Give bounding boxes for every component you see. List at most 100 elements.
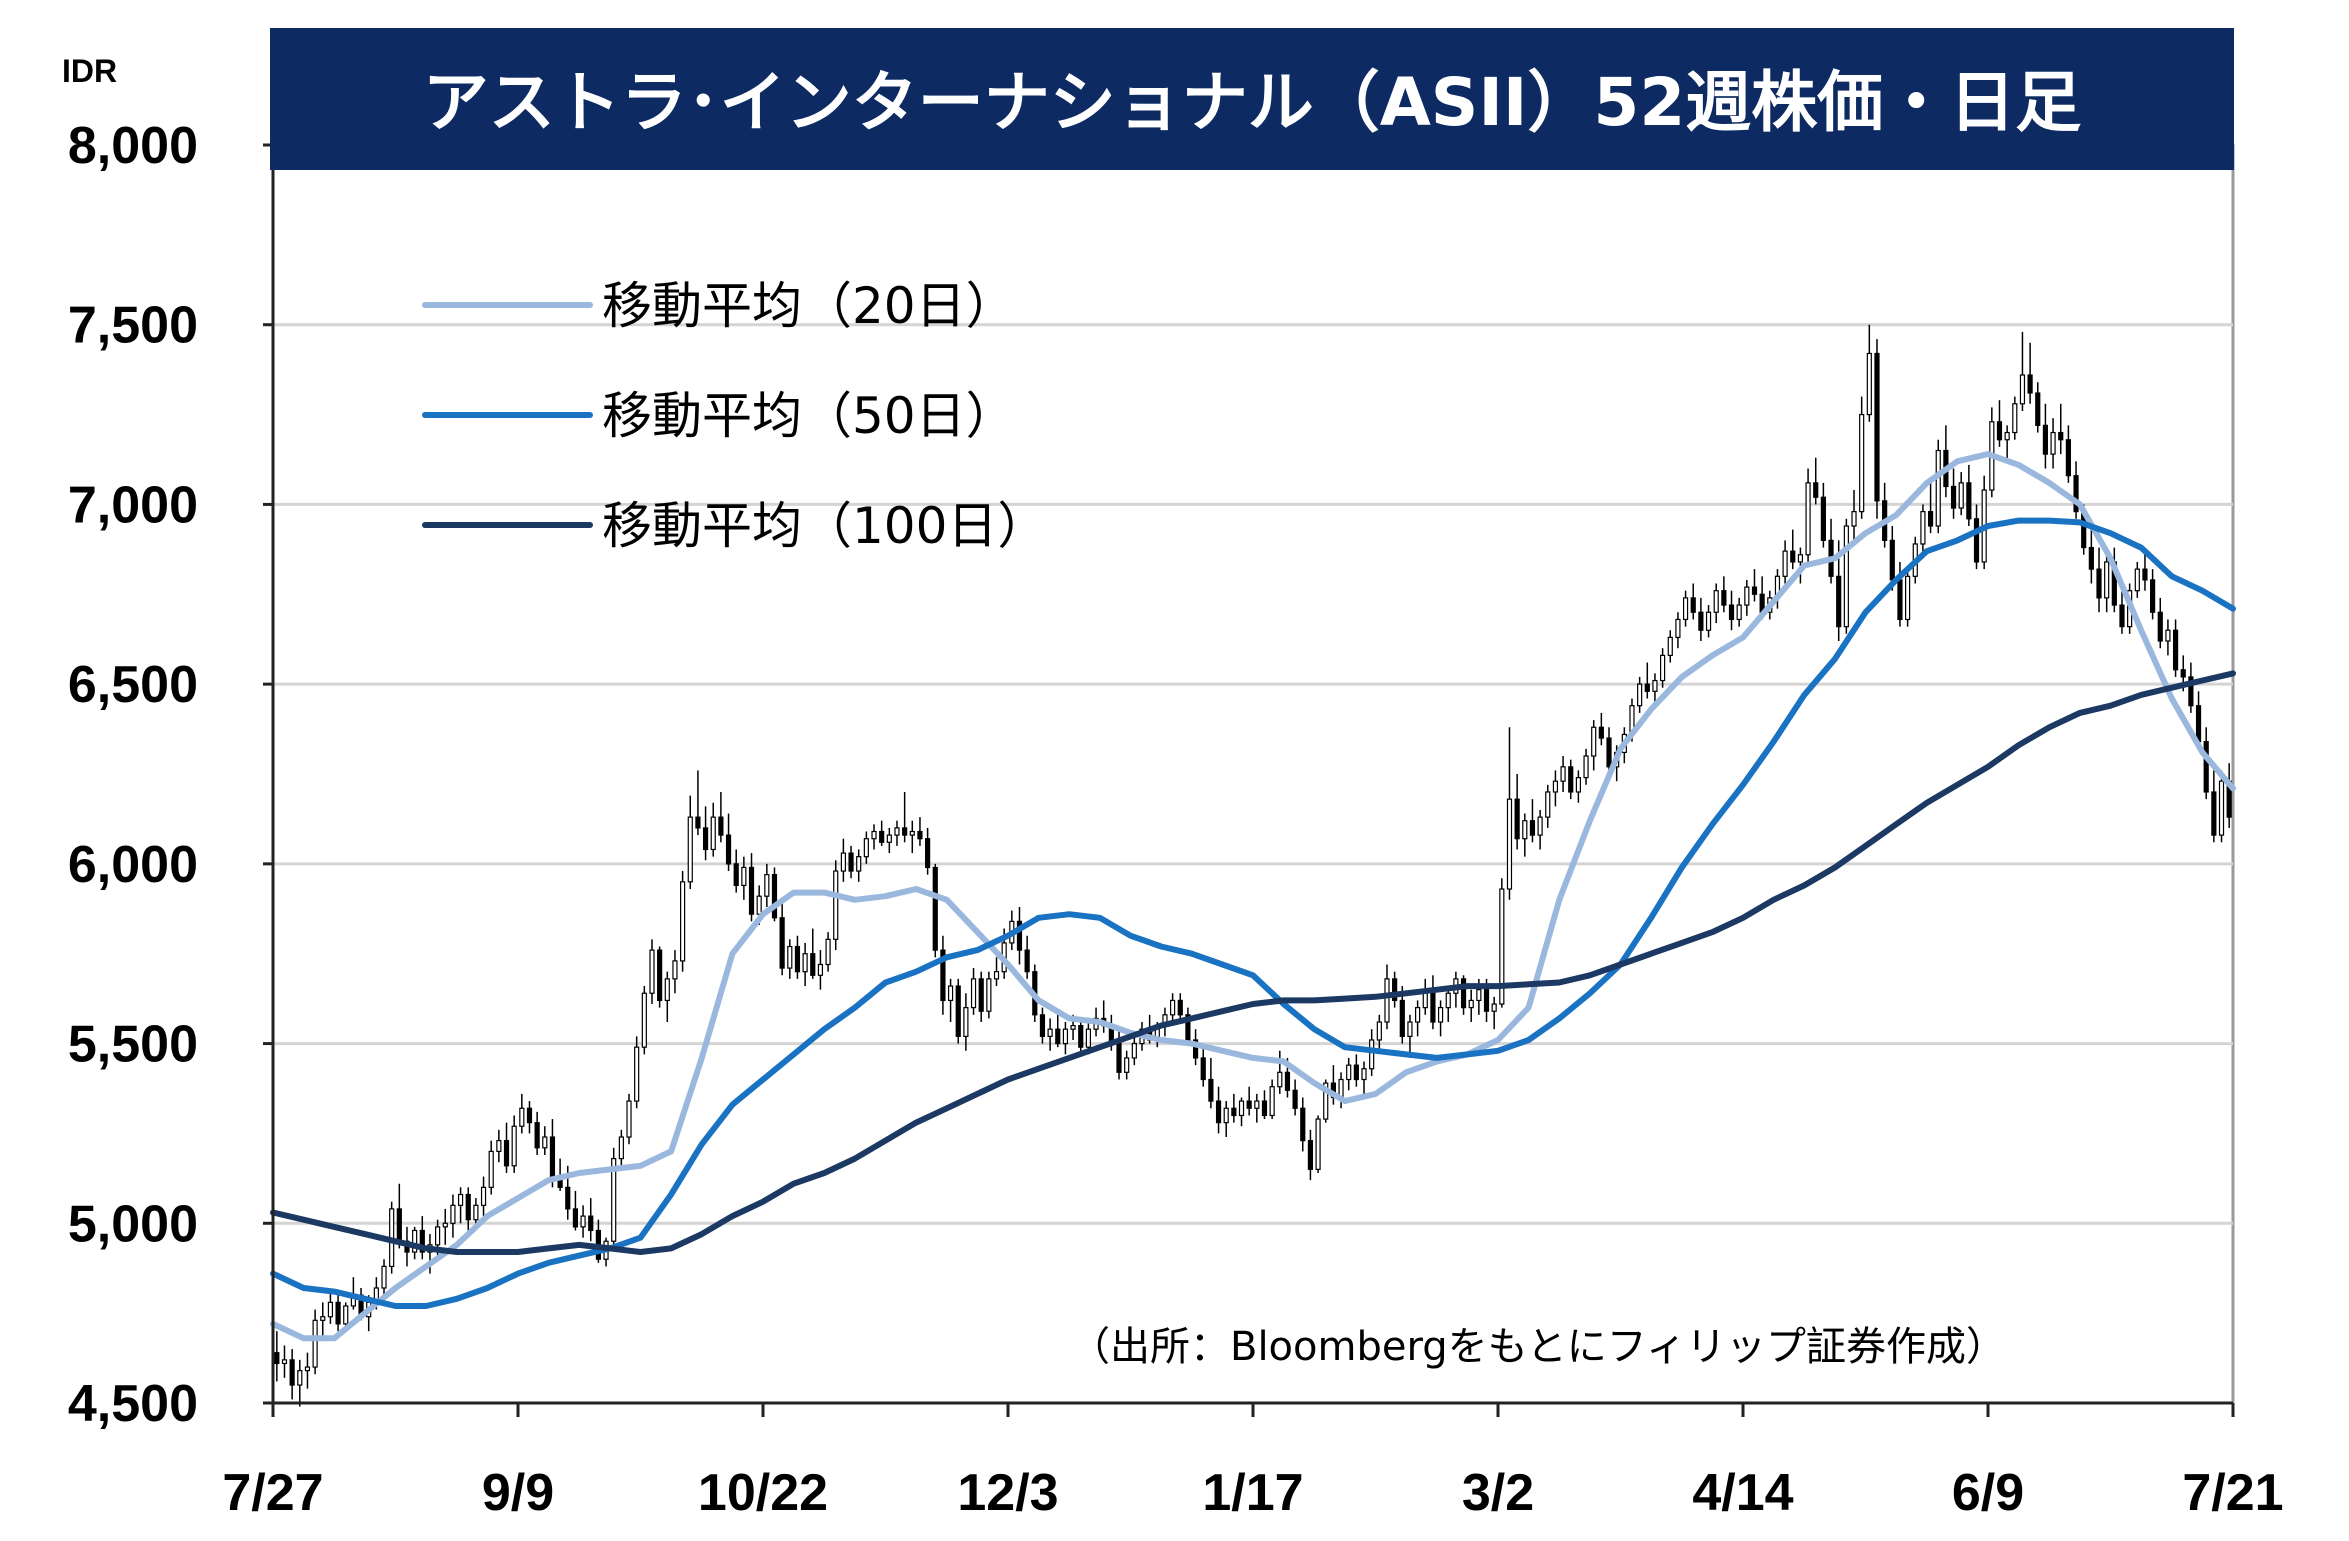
y-tick-label: 6,000 bbox=[68, 836, 198, 894]
candle-down bbox=[289, 1359, 295, 1386]
x-tick-label: 4/14 bbox=[1692, 1464, 1793, 1522]
candle-up bbox=[312, 1319, 318, 1368]
candle-down bbox=[565, 1186, 571, 1210]
candle-down bbox=[1399, 999, 1405, 1037]
candle-up bbox=[1070, 1024, 1076, 1030]
candle-up bbox=[2019, 374, 2026, 405]
candle-down bbox=[2157, 611, 2163, 642]
candle-up bbox=[1713, 590, 1719, 613]
candle-up bbox=[611, 1157, 617, 1242]
candle-up bbox=[1238, 1100, 1245, 1117]
candle-up bbox=[825, 938, 831, 966]
candle-down bbox=[940, 949, 946, 1002]
candle-up bbox=[963, 1007, 969, 1037]
candle-up bbox=[672, 960, 678, 980]
candle-down bbox=[1016, 920, 1023, 951]
source-note: （出所：Bloombergをもとにフィリップ証券作成） bbox=[1070, 1324, 2006, 1370]
candle-down bbox=[1185, 1014, 1191, 1041]
candle-down bbox=[917, 830, 923, 840]
candle-up bbox=[1782, 550, 1788, 577]
candle-up bbox=[764, 874, 770, 897]
candle-up bbox=[1591, 726, 1597, 757]
candle-down bbox=[1950, 485, 1957, 509]
candle-up bbox=[580, 1215, 586, 1228]
candle-up bbox=[1369, 1039, 1375, 1070]
candle-down bbox=[1246, 1100, 1252, 1109]
candle-up bbox=[1560, 766, 1566, 782]
candle-up bbox=[1660, 654, 1666, 682]
candle-down bbox=[465, 1193, 471, 1221]
candle-down bbox=[1192, 1039, 1199, 1059]
title-banner bbox=[270, 28, 2234, 170]
x-tick-label: 10/22 bbox=[698, 1464, 828, 1522]
candle-down bbox=[657, 949, 663, 1002]
candle-up bbox=[1537, 816, 1543, 836]
candle-down bbox=[2150, 579, 2156, 613]
candle-up bbox=[993, 971, 1000, 980]
candle-down bbox=[810, 953, 816, 976]
candle-down bbox=[1529, 820, 1536, 836]
ma-50-line bbox=[270, 517, 2236, 1309]
chart-title: アストラ･インターナショナル（ASII）52週株価・日足 bbox=[423, 64, 2082, 141]
ma-100-line bbox=[270, 670, 2236, 1255]
candle-up bbox=[1445, 992, 1451, 1009]
candle-down bbox=[274, 1352, 280, 1365]
candle-up bbox=[473, 1204, 479, 1221]
candle-up bbox=[1935, 449, 1941, 527]
candle-up bbox=[2134, 568, 2140, 592]
candle-up bbox=[297, 1370, 303, 1386]
candle-down bbox=[1728, 604, 1735, 621]
candle-down bbox=[779, 917, 785, 969]
candle-up bbox=[886, 834, 892, 843]
candle-up bbox=[1376, 1021, 1382, 1041]
candle-up bbox=[488, 1150, 494, 1188]
candle-up bbox=[833, 870, 839, 940]
candle-down bbox=[1200, 1057, 1206, 1081]
candle-up bbox=[519, 1107, 525, 1127]
candle-up bbox=[1384, 978, 1390, 1023]
candle-up bbox=[1905, 575, 1911, 621]
candle-down bbox=[1300, 1107, 1306, 1142]
candle-up bbox=[1637, 683, 1643, 707]
candle-down bbox=[718, 816, 724, 836]
candle-down bbox=[2142, 568, 2148, 581]
candle-down bbox=[503, 1140, 510, 1167]
candle-up bbox=[304, 1366, 311, 1372]
candle-up bbox=[802, 953, 808, 973]
candle-down bbox=[1966, 482, 1972, 520]
candle-up bbox=[1269, 1086, 1275, 1117]
candle-down bbox=[1874, 352, 1880, 502]
candle-down bbox=[1261, 1100, 1268, 1117]
candle-down bbox=[1392, 978, 1398, 1002]
candle-down bbox=[1483, 989, 1490, 1012]
candle-up bbox=[817, 963, 824, 976]
candle-up bbox=[626, 1100, 632, 1138]
legend-label: 移動平均（50日） bbox=[602, 387, 1016, 445]
candle-up bbox=[1062, 1028, 1069, 1045]
candle-down bbox=[1514, 798, 1520, 840]
candle-up bbox=[618, 1136, 624, 1160]
candle-up bbox=[327, 1301, 334, 1318]
y-tick-label: 7,500 bbox=[68, 297, 198, 355]
candle-up bbox=[687, 816, 693, 883]
candle-up bbox=[1675, 618, 1681, 639]
candle-down bbox=[1836, 575, 1842, 628]
candle-down bbox=[1078, 1024, 1084, 1048]
candle-down bbox=[1039, 1014, 1046, 1037]
y-tick-label: 5,000 bbox=[68, 1195, 198, 1253]
ma-20-line bbox=[270, 451, 2236, 1342]
candle-up bbox=[442, 1222, 448, 1228]
candle-up bbox=[1499, 888, 1505, 1005]
x-tick-label: 7/21 bbox=[2182, 1464, 2283, 1522]
candle-up bbox=[1575, 776, 1581, 793]
candle-up bbox=[1805, 482, 1811, 556]
candle-down bbox=[572, 1208, 579, 1228]
candle-up bbox=[542, 1136, 548, 1149]
candle-up bbox=[457, 1193, 464, 1206]
candle-up bbox=[2104, 561, 2110, 599]
candle-down bbox=[978, 978, 984, 1012]
candle-up bbox=[381, 1265, 387, 1289]
candle-down bbox=[1606, 737, 1612, 768]
candle-down bbox=[2035, 392, 2041, 426]
candle-down bbox=[2073, 475, 2079, 513]
